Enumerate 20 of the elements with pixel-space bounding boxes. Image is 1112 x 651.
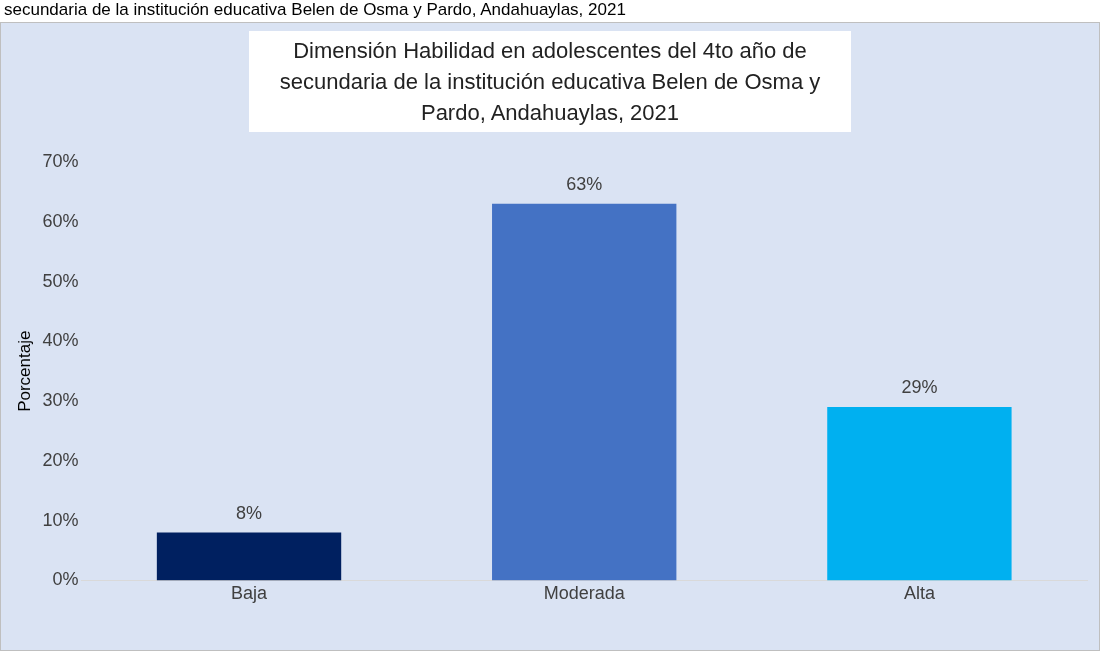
y-tick-label: 10% [42,509,79,530]
y-tick-label: 60% [42,210,79,231]
x-tick-label: Alta [903,583,936,604]
data-label: 8% [236,502,263,523]
y-tick-label: 20% [42,449,79,470]
y-tick-label: 0% [52,569,79,590]
bar [156,532,342,581]
data-label: 29% [901,377,938,398]
chart-title: Dimensión Habilidad en adolescentes del 4to año de secundaria de la institución educativa Belen de Osma y Pardo, Andahuaylas, 2021 [249,31,851,132]
x-tick-label: Moderada [543,583,626,604]
y-axis-title: Porcentaje [14,330,34,412]
x-tick-label: Baja [231,583,269,604]
y-tick-label: 70% [42,150,79,171]
bar [827,407,1012,581]
data-label: 63% [566,173,603,194]
y-tick-label: 40% [42,330,79,351]
bar [492,203,677,581]
text: secundaria de la institución educativa Belen de Osma y Pardo, Andahuaylas, 2021 [3,0,627,20]
y-tick-label: 30% [42,390,79,411]
y-tick-label: 50% [42,270,79,291]
